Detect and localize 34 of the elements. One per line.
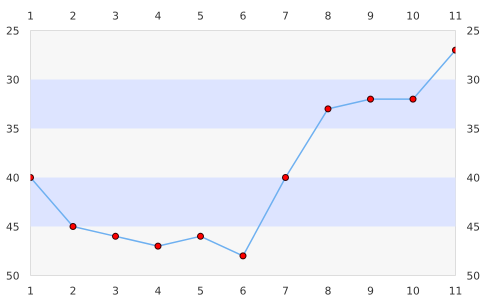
y2-tick-label: 25 [466,24,480,38]
x2-tick-label: 3 [112,284,119,298]
x-tick-label: 5 [197,10,204,22]
x-tick-label: 1 [27,10,34,22]
x2-tick-label: 9 [367,284,374,298]
x2-tick-label: 2 [70,284,76,298]
y2-tick-label: 50 [466,270,480,282]
y2-tick-label: 45 [466,220,480,234]
x2-tick-label: 10 [406,284,420,298]
x-tick-label: 4 [154,10,162,22]
x2-tick-label: 5 [197,284,204,298]
y-tick-label: 40 [6,172,20,184]
x2-tick-label: 6 [240,284,247,298]
x2-tick-label: 7 [282,284,289,298]
x-tick-label: 9 [367,10,374,22]
x-tick-label: 2 [70,10,76,22]
x-tick-label: 7 [282,10,289,22]
x-tick-label: 3 [112,10,119,22]
y-tick-label: 45 [6,220,20,234]
x-tick-label: 10 [406,10,420,22]
x-tick-label: 8 [324,10,332,22]
x2-tick-label: 8 [324,284,332,298]
x2-tick-label: 11 [448,284,462,298]
y2-tick-label: 35 [466,122,480,136]
x-tick-label: 6 [240,10,247,22]
y-tick-label: 35 [6,122,20,136]
y-tick-label: 50 [6,270,20,282]
y-tick-label: 25 [6,24,20,38]
x2-tick-label: 1 [27,284,34,298]
x2-tick-label: 4 [154,284,162,298]
y2-tick-label: 40 [466,172,480,184]
y-tick-label: 30 [6,74,20,86]
x-tick-label: 11 [448,10,462,22]
y2-tick-label: 30 [466,74,480,86]
